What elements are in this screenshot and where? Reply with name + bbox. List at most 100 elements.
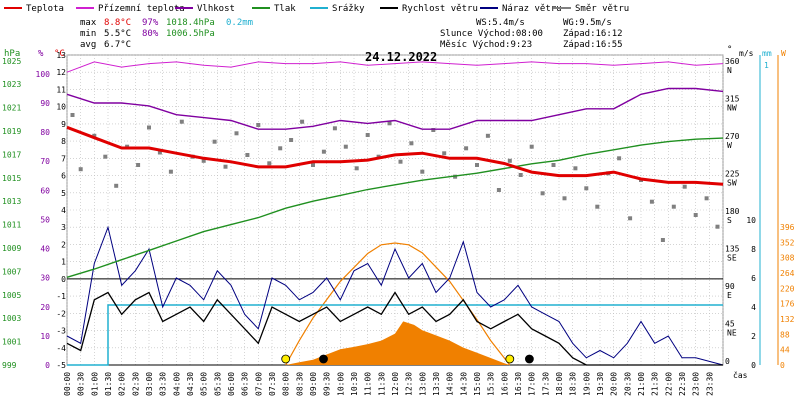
wind-direction-point [530,145,534,149]
wind-direction-point [169,170,173,174]
axis-w-tick: 88 [780,330,790,339]
wind-direction-point [563,196,567,200]
x-tick-label: 12:00 [391,372,400,396]
axis-degc-tick: 8 [61,137,66,146]
x-tick-label: 05:30 [213,372,222,396]
x-tick-label: 17:00 [528,372,537,396]
axis-degc-tick: 2 [61,240,66,249]
wind-direction-point [213,140,217,144]
legend-label: Srážky [332,4,365,14]
axis-degc-tick: 11 [56,85,66,94]
x-tick-label: 17:30 [541,372,550,396]
axis-degc-tick: 5 [61,189,66,198]
axis-dir-tick: 90 [725,282,735,291]
axis-degc-tick: -4 [56,344,66,353]
axis-degc-tick: 9 [61,120,66,129]
x-tick-label: 06:00 [227,372,236,396]
axis-hpa-tick: 1025 [2,57,21,66]
axis-hpa-tick: 1005 [2,291,21,300]
legend-label: Rychlost větru [402,4,478,14]
wind-direction-point [180,120,184,124]
x-axis-title: čas [733,370,748,380]
axis-hpa-tick: 999 [2,361,17,370]
wind-direction-point [683,185,687,189]
wind-direction-point [573,166,577,170]
axis-degc-tick: -5 [56,361,66,370]
x-tick-label: 19:00 [582,372,591,396]
wind-direction-point [366,133,370,137]
wind-direction-point [289,138,293,142]
axis-degc-tick: -1 [56,292,66,301]
axis-degc-tick: 4 [61,206,66,215]
axis-dir-tick: 270 [725,132,740,141]
info-sun-rise: Slunce Východ:08:00 [440,29,543,39]
wind-direction-point [705,196,709,200]
wind-direction-point [694,213,698,217]
axis-degc-tick: 1 [61,258,66,267]
wind-direction-point [245,153,249,157]
wind-direction-point [399,160,403,164]
wind-direction-point [224,165,228,169]
axis-mm-title: mm [762,49,772,58]
wind-direction-point [486,134,490,138]
sunrise-marker [282,355,290,363]
legend-label: Vlhkost [197,4,235,14]
x-tick-label: 12:30 [405,372,414,396]
axis-ms-tick: 8 [751,245,756,254]
wind-direction-point [508,159,512,163]
axis-w-title: W [781,49,786,58]
wind-direction-point [420,170,424,174]
axis-pct-tick: 50 [40,215,50,224]
x-tick-label: 22:00 [664,372,673,396]
axis-pct-tick: 20 [40,303,50,312]
axis-dir-tick: 45 [725,320,735,329]
x-tick-label: 09:30 [323,372,332,396]
axis-degc-tick: 7 [61,154,66,163]
axis-hpa-tick: 1001 [2,338,21,347]
axis-degc-tick: 6 [61,172,66,181]
wind-direction-point [497,188,501,192]
axis-hpa-tick: 1011 [2,221,21,230]
x-tick-label: 14:00 [446,372,455,396]
axis-dir-label: W [727,141,732,150]
x-tick-label: 23:30 [705,372,714,396]
wind-direction-point [147,126,151,130]
wind-direction-point [355,166,359,170]
axis-hpa-tick: 1013 [2,197,21,206]
axis-w-tick: 352 [780,238,795,247]
x-tick-label: 07:30 [268,372,277,396]
x-tick-label: 20:00 [610,372,619,396]
x-tick-label: 03:30 [159,372,168,396]
axis-ms-tick: 0 [751,361,756,370]
axis-pct-tick: 40 [40,245,50,254]
wind-direction-point [552,163,556,167]
x-tick-label: 11:30 [377,372,386,396]
axis-w-tick: 396 [780,223,795,232]
axis-ms-title: m/s [739,49,754,58]
axis-pct-tick: 30 [40,274,50,283]
legend-label: Přízemní teplota [98,4,185,14]
wind-direction-point [322,150,326,154]
x-tick-label: 18:30 [569,372,578,396]
axis-dir-label: SE [727,254,737,263]
stats-temp: 5.5°C [104,29,131,39]
axis-dir-tick: 315 [725,95,740,104]
axis-pct-title: % [38,49,44,59]
axis-hpa-tick: 1009 [2,244,21,253]
info-wind-gust: WG:9.5m/s [563,18,612,28]
axis-degc-tick: 10 [56,103,66,112]
axis-dir-label: SW [727,179,737,188]
x-tick-label: 09:00 [309,372,318,396]
axis-dir-label: NW [727,104,737,113]
axis-dir-label: NE [727,329,737,338]
x-tick-label: 08:30 [295,372,304,396]
axis-dir-label: N [727,66,732,75]
axis-hpa-tick: 1017 [2,150,21,159]
wind-direction-point [650,200,654,204]
legend-label: Teplota [26,4,64,14]
axis-dir-label: E [727,291,732,300]
x-tick-label: 15:00 [473,372,482,396]
weather-chart: hPa% °C 1025 1023 1021 1019 1017 1015 1013 1011 10… [0,0,800,400]
axis-w-tick: 44 [780,346,790,355]
stats-label: avg [80,40,96,50]
